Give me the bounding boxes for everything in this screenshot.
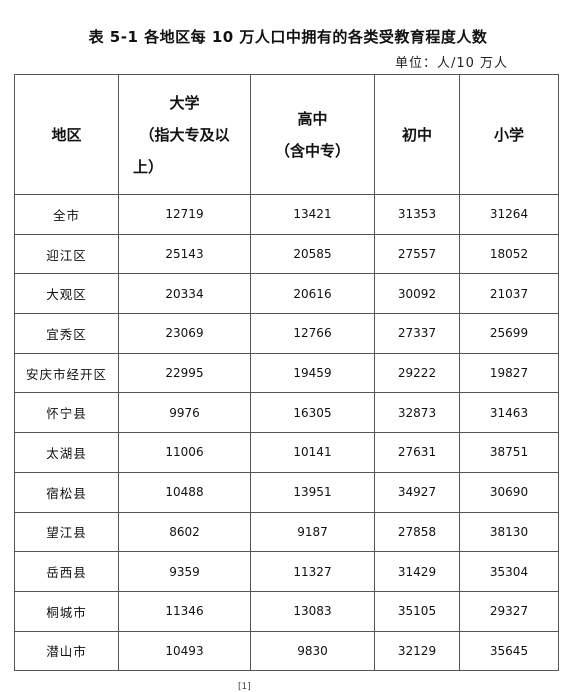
header-high-line2: （含中专） (274, 141, 350, 160)
table-row: 宜秀区 23069 12766 27337 25699 (14, 313, 559, 354)
region-cell: 潜山市 (14, 630, 119, 672)
unit-label: 单位：人/10 万人 (395, 56, 509, 71)
middle-school-cell: 27858 (374, 511, 460, 553)
header-college: 大学 （指大专及以 上） (118, 74, 251, 195)
high-school-cell: 9187 (250, 511, 375, 553)
table-row: 桐城市 11346 13083 35105 29327 (14, 590, 559, 632)
high-school-cell: 10141 (250, 432, 375, 473)
college-cell: 10493 (118, 630, 251, 672)
footnote-marker: [1] (238, 682, 251, 692)
middle-school-cell: 34927 (374, 471, 460, 513)
high-school-cell: 13951 (250, 471, 375, 513)
middle-school-cell: 32873 (374, 392, 460, 434)
middle-school-cell: 35105 (374, 590, 460, 632)
region-cell: 望江县 (14, 511, 119, 553)
table-row: 太湖县 11006 10141 27631 38751 (14, 432, 559, 473)
primary-school-cell: 19827 (459, 352, 559, 394)
primary-school-cell: 35304 (459, 551, 559, 592)
high-school-cell: 13421 (250, 194, 375, 235)
high-school-cell: 13083 (250, 590, 375, 632)
header-row: 地区 大学 （指大专及以 上） 高中 （含中专） 初中 小学 (14, 74, 559, 195)
region-cell: 安庆市经开区 (14, 352, 119, 394)
region-cell: 岳西县 (14, 551, 119, 592)
region-cell: 宿松县 (14, 471, 119, 513)
primary-school-cell: 38130 (459, 511, 559, 553)
header-primary-school: 小学 (459, 74, 559, 195)
high-school-cell: 9830 (250, 630, 375, 672)
primary-school-cell: 35645 (459, 630, 559, 672)
middle-school-cell: 31429 (374, 551, 460, 592)
region-cell: 迎江区 (14, 233, 119, 275)
primary-school-cell: 25699 (459, 313, 559, 354)
region-cell: 宜秀区 (14, 313, 119, 354)
table-row: 怀宁县 9976 16305 32873 31463 (14, 392, 559, 434)
high-school-cell: 20585 (250, 233, 375, 275)
primary-school-cell: 29327 (459, 590, 559, 632)
region-cell: 怀宁县 (14, 392, 119, 434)
high-school-cell: 20616 (250, 273, 375, 315)
college-cell: 11006 (118, 432, 251, 473)
middle-school-cell: 31353 (374, 194, 460, 235)
high-school-cell: 16305 (250, 392, 375, 434)
college-cell: 23069 (118, 313, 251, 354)
high-school-cell: 12766 (250, 313, 375, 354)
middle-school-cell: 29222 (374, 352, 460, 394)
table-row: 大观区 20334 20616 30092 21037 (14, 273, 559, 315)
table-row: 安庆市经开区 22995 19459 29222 19827 (14, 352, 559, 394)
region-cell: 大观区 (14, 273, 119, 315)
primary-school-cell: 38751 (459, 432, 559, 473)
header-region: 地区 (14, 74, 119, 195)
primary-school-cell: 31463 (459, 392, 559, 434)
header-college-line2: （指大专及以 (139, 125, 230, 144)
table-title: 表 5-1 各地区每 10 万人口中拥有的各类受教育程度人数 (88, 28, 488, 46)
college-cell: 12719 (118, 194, 251, 235)
college-cell: 10488 (118, 471, 251, 513)
high-school-cell: 11327 (250, 551, 375, 592)
college-cell: 25143 (118, 233, 251, 275)
header-college-line1: 大学 (169, 93, 200, 112)
header-college-line3: 上） (133, 157, 164, 176)
header-primary-text: 小学 (493, 125, 524, 144)
middle-school-cell: 27557 (374, 233, 460, 275)
college-cell: 9976 (118, 392, 251, 434)
college-cell: 8602 (118, 511, 251, 553)
header-middle-text: 初中 (401, 125, 432, 144)
primary-school-cell: 30690 (459, 471, 559, 513)
region-cell: 全市 (14, 194, 119, 235)
table-row: 全市 12719 13421 31353 31264 (14, 194, 559, 235)
middle-school-cell: 32129 (374, 630, 460, 672)
college-cell: 11346 (118, 590, 251, 632)
table-row: 潜山市 10493 9830 32129 35645 (14, 630, 559, 672)
header-high-school: 高中 （含中专） (250, 74, 375, 195)
primary-school-cell: 31264 (459, 194, 559, 235)
table-row: 迎江区 25143 20585 27557 18052 (14, 233, 559, 275)
header-middle-school: 初中 (374, 74, 460, 195)
college-cell: 9359 (118, 551, 251, 592)
region-cell: 太湖县 (14, 432, 119, 473)
header-region-text: 地区 (51, 125, 82, 144)
region-cell: 桐城市 (14, 590, 119, 632)
college-cell: 22995 (118, 352, 251, 394)
primary-school-cell: 21037 (459, 273, 559, 315)
table-row: 望江县 8602 9187 27858 38130 (14, 511, 559, 553)
high-school-cell: 19459 (250, 352, 375, 394)
table-row: 宿松县 10488 13951 34927 30690 (14, 471, 559, 513)
middle-school-cell: 27337 (374, 313, 460, 354)
header-high-line1: 高中 (297, 109, 328, 128)
college-cell: 20334 (118, 273, 251, 315)
middle-school-cell: 27631 (374, 432, 460, 473)
table-row: 岳西县 9359 11327 31429 35304 (14, 551, 559, 592)
middle-school-cell: 30092 (374, 273, 460, 315)
education-table: 地区 大学 （指大专及以 上） 高中 （含中专） 初中 小学 全市 12719 13… (14, 74, 559, 672)
primary-school-cell: 18052 (459, 233, 559, 275)
